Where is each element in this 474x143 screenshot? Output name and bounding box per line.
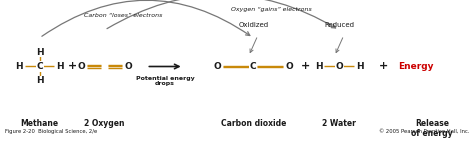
Text: Release
of energy: Release of energy — [411, 119, 453, 138]
Text: H: H — [36, 48, 44, 57]
Text: +: + — [379, 61, 388, 72]
Text: O: O — [286, 62, 293, 71]
Text: O: O — [335, 62, 343, 71]
Text: C: C — [36, 62, 43, 71]
Text: H: H — [315, 62, 323, 71]
Text: Oxygen “gains” electrons: Oxygen “gains” electrons — [231, 7, 312, 12]
Text: Carbon dioxide: Carbon dioxide — [220, 119, 286, 128]
Text: 2 Water: 2 Water — [322, 119, 356, 128]
Text: Figure 2-20  Biological Science, 2/e: Figure 2-20 Biological Science, 2/e — [5, 129, 97, 134]
Text: Carbon “loses” electrons: Carbon “loses” electrons — [84, 13, 163, 18]
Text: C: C — [250, 62, 256, 71]
Text: © 2005 Pearson Prentice Hall, Inc.: © 2005 Pearson Prentice Hall, Inc. — [379, 129, 469, 134]
Text: +: + — [67, 61, 77, 72]
Text: Oxidized: Oxidized — [238, 22, 268, 28]
Text: Methane: Methane — [20, 119, 59, 128]
Text: Reduced: Reduced — [324, 22, 354, 28]
Text: H: H — [56, 62, 64, 71]
Text: H: H — [36, 76, 44, 85]
Text: O: O — [213, 62, 221, 71]
Text: 2 Oxygen: 2 Oxygen — [84, 119, 125, 128]
Text: Energy: Energy — [398, 62, 434, 71]
Text: Potential energy
drops: Potential energy drops — [136, 76, 194, 86]
Text: O: O — [125, 62, 132, 71]
Text: +: + — [301, 61, 310, 72]
Text: H: H — [15, 62, 23, 71]
Text: O: O — [77, 62, 85, 71]
Text: H: H — [356, 62, 364, 71]
